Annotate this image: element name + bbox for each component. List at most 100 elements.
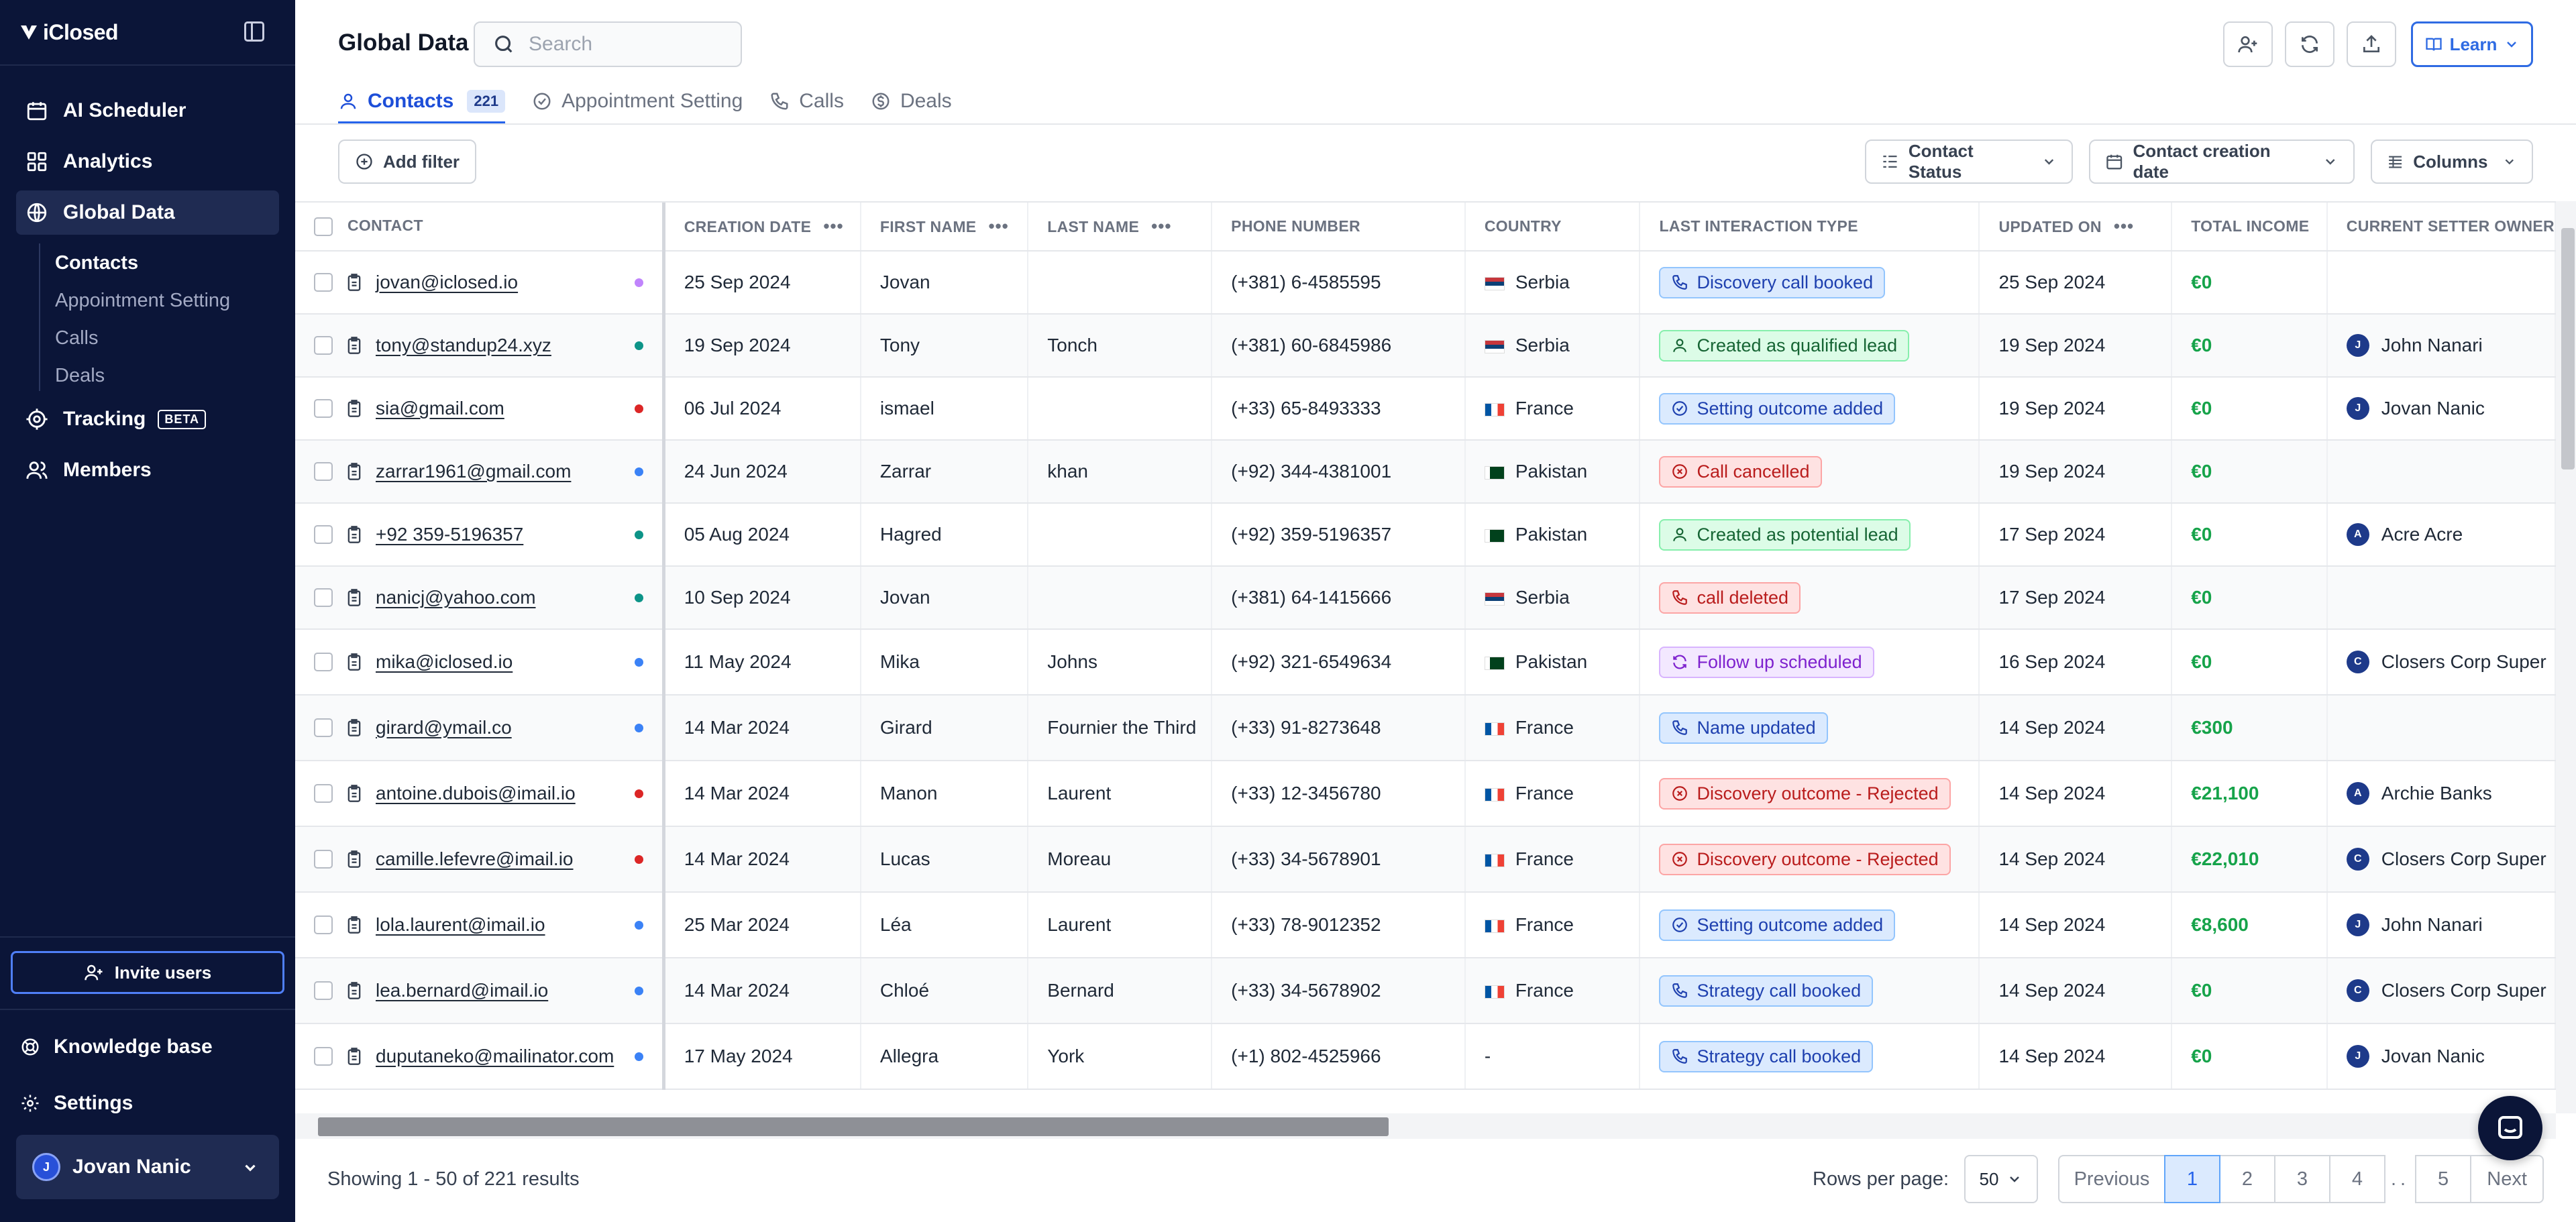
invite-users-button[interactable]: Invite users [11,951,284,994]
table-row[interactable]: jovan@iclosed.io 25 Sep 2024 Jovan (+381… [295,251,2556,315]
table-row[interactable]: duputaneko@mailinator.com 17 May 2024 Al… [295,1023,2556,1090]
page-3-button[interactable]: 3 [2274,1155,2330,1203]
sidebar-item-analytics[interactable]: Analytics [16,140,279,184]
sidebar-item-tracking[interactable]: Tracking BETA [16,397,279,441]
contact-email-link[interactable]: girard@ymail.co [376,717,512,738]
column-header-last-name[interactable]: LAST NAME ••• [1028,203,1213,252]
creation-date-dropdown[interactable]: Contact creation date [2089,140,2355,184]
column-header-phone[interactable]: PHONE NUMBER [1212,203,1466,252]
clipboard-icon[interactable] [345,525,364,544]
collapse-sidebar-icon[interactable] [244,21,264,42]
refresh-button[interactable] [2285,21,2334,67]
page-5-button[interactable]: 5 [2415,1155,2472,1203]
tab-deals[interactable]: Deals [871,80,952,122]
sidebar-subitem-deals[interactable]: Deals [55,365,105,386]
clipboard-icon[interactable] [345,462,364,481]
clipboard-icon[interactable] [345,718,364,737]
sidebar-subitem-contacts[interactable]: Contacts [55,252,139,274]
chat-widget-button[interactable] [2478,1096,2542,1160]
row-checkbox[interactable] [314,588,333,607]
page-1-button[interactable]: 1 [2164,1155,2220,1203]
row-checkbox[interactable] [314,784,333,803]
add-filter-button[interactable]: Add filter [338,140,476,184]
sidebar-item-members[interactable]: Members [16,448,279,492]
rows-per-page-select[interactable]: 50 [1964,1155,2038,1203]
table-row[interactable]: +92 359-5196357 05 Aug 2024 Hagred (+92)… [295,503,2556,567]
table-row[interactable]: lea.bernard@imail.io 14 Mar 2024 Chloé B… [295,958,2556,1024]
contacts-table-container[interactable]: CONTACT CREATION DATE ••• FIRST NAME ••• L… [295,201,2556,1113]
columns-dropdown[interactable]: Columns [2371,140,2533,184]
contact-email-link[interactable]: jovan@iclosed.io [376,272,519,292]
contact-email-link[interactable]: antoine.dubois@imail.io [376,783,576,803]
table-row[interactable]: nanicj@yahoo.com 10 Sep 2024 Jovan (+381… [295,566,2556,630]
row-checkbox[interactable] [314,399,333,418]
column-header-interaction[interactable]: LAST INTERACTION TYPE [1640,203,1980,252]
horizontal-scrollbar[interactable] [295,1113,2556,1139]
sidebar-subitem-appointment-setting[interactable]: Appointment Setting [55,290,231,311]
page-2-button[interactable]: 2 [2219,1155,2275,1203]
learn-button[interactable]: Learn [2411,21,2533,67]
column-header-country[interactable]: COUNTRY [1464,203,1641,252]
knowledge-base-link[interactable]: Knowledge base [20,1036,213,1058]
contact-email-link[interactable]: camille.lefevre@imail.io [376,848,574,869]
table-row[interactable]: lola.laurent@imail.io 25 Mar 2024 Léa La… [295,892,2556,958]
page-4-button[interactable]: 4 [2329,1155,2385,1203]
table-row[interactable]: mika@iclosed.io 11 May 2024 Mika Johns (… [295,629,2556,696]
clipboard-icon[interactable] [345,653,364,671]
row-checkbox[interactable] [314,653,333,671]
clipboard-icon[interactable] [345,915,364,934]
row-checkbox[interactable] [314,850,333,869]
contact-email-link[interactable]: +92 359-5196357 [376,524,524,545]
column-header-creation-date[interactable]: CREATION DATE ••• [663,203,861,252]
tab-calls[interactable]: Calls [769,80,844,122]
vertical-scrollbar[interactable] [2556,201,2576,1113]
horizontal-scroll-thumb[interactable] [318,1117,1389,1136]
more-icon[interactable]: ••• [1151,216,1172,236]
settings-link[interactable]: Settings [20,1092,133,1115]
app-logo[interactable]: iClosed [20,19,119,46]
contact-email-link[interactable]: duputaneko@mailinator.com [376,1046,614,1066]
tab-contacts[interactable]: Contacts 221 [338,80,506,125]
export-button[interactable] [2347,21,2396,67]
search-input[interactable] [529,33,730,56]
contact-email-link[interactable]: zarrar1961@gmail.com [376,461,572,482]
vertical-scroll-thumb[interactable] [2561,228,2575,469]
clipboard-icon[interactable] [345,399,364,418]
sidebar-subitem-calls[interactable]: Calls [55,327,99,349]
add-contact-button[interactable] [2223,21,2273,67]
contact-email-link[interactable]: lola.laurent@imail.io [376,914,545,935]
previous-page-button[interactable]: Previous [2058,1155,2165,1203]
contact-email-link[interactable]: nanicj@yahoo.com [376,587,536,608]
sidebar-item-ai-scheduler[interactable]: AI Scheduler [16,89,279,133]
row-checkbox[interactable] [314,462,333,481]
more-icon[interactable]: ••• [988,216,1009,236]
sidebar-item-global-data[interactable]: Global Data [16,190,279,235]
clipboard-icon[interactable] [345,273,364,292]
more-icon[interactable]: ••• [823,216,844,236]
table-row[interactable]: tony@standup24.xyz 19 Sep 2024 Tony Tonc… [295,314,2556,378]
contact-email-link[interactable]: sia@gmail.com [376,398,504,419]
row-checkbox[interactable] [314,915,333,934]
column-header-updated-on[interactable]: UPDATED ON ••• [1979,203,2173,252]
row-checkbox[interactable] [314,336,333,355]
row-checkbox[interactable] [314,718,333,737]
clipboard-icon[interactable] [345,850,364,869]
column-header-contact[interactable]: CONTACT [295,203,665,252]
more-icon[interactable]: ••• [2113,216,2135,236]
clipboard-icon[interactable] [345,588,364,607]
column-header-first-name[interactable]: FIRST NAME ••• [860,203,1029,252]
search-box[interactable] [474,21,742,67]
contact-email-link[interactable]: tony@standup24.xyz [376,335,551,355]
clipboard-icon[interactable] [345,336,364,355]
table-row[interactable]: antoine.dubois@imail.io 14 Mar 2024 Mano… [295,761,2556,827]
user-menu[interactable]: J Jovan Nanic [16,1135,279,1199]
clipboard-icon[interactable] [345,784,364,803]
select-all-checkbox[interactable] [314,217,333,236]
next-page-button[interactable]: Next [2470,1155,2544,1203]
column-header-total-income[interactable]: TOTAL INCOME [2171,203,2328,252]
table-row[interactable]: sia@gmail.com 06 Jul 2024 ismael (+33) 6… [295,377,2556,441]
row-checkbox[interactable] [314,525,333,544]
contact-status-dropdown[interactable]: Contact Status [1865,140,2073,184]
table-row[interactable]: zarrar1961@gmail.com 24 Jun 2024 Zarrar … [295,440,2556,504]
row-checkbox[interactable] [314,1047,333,1066]
